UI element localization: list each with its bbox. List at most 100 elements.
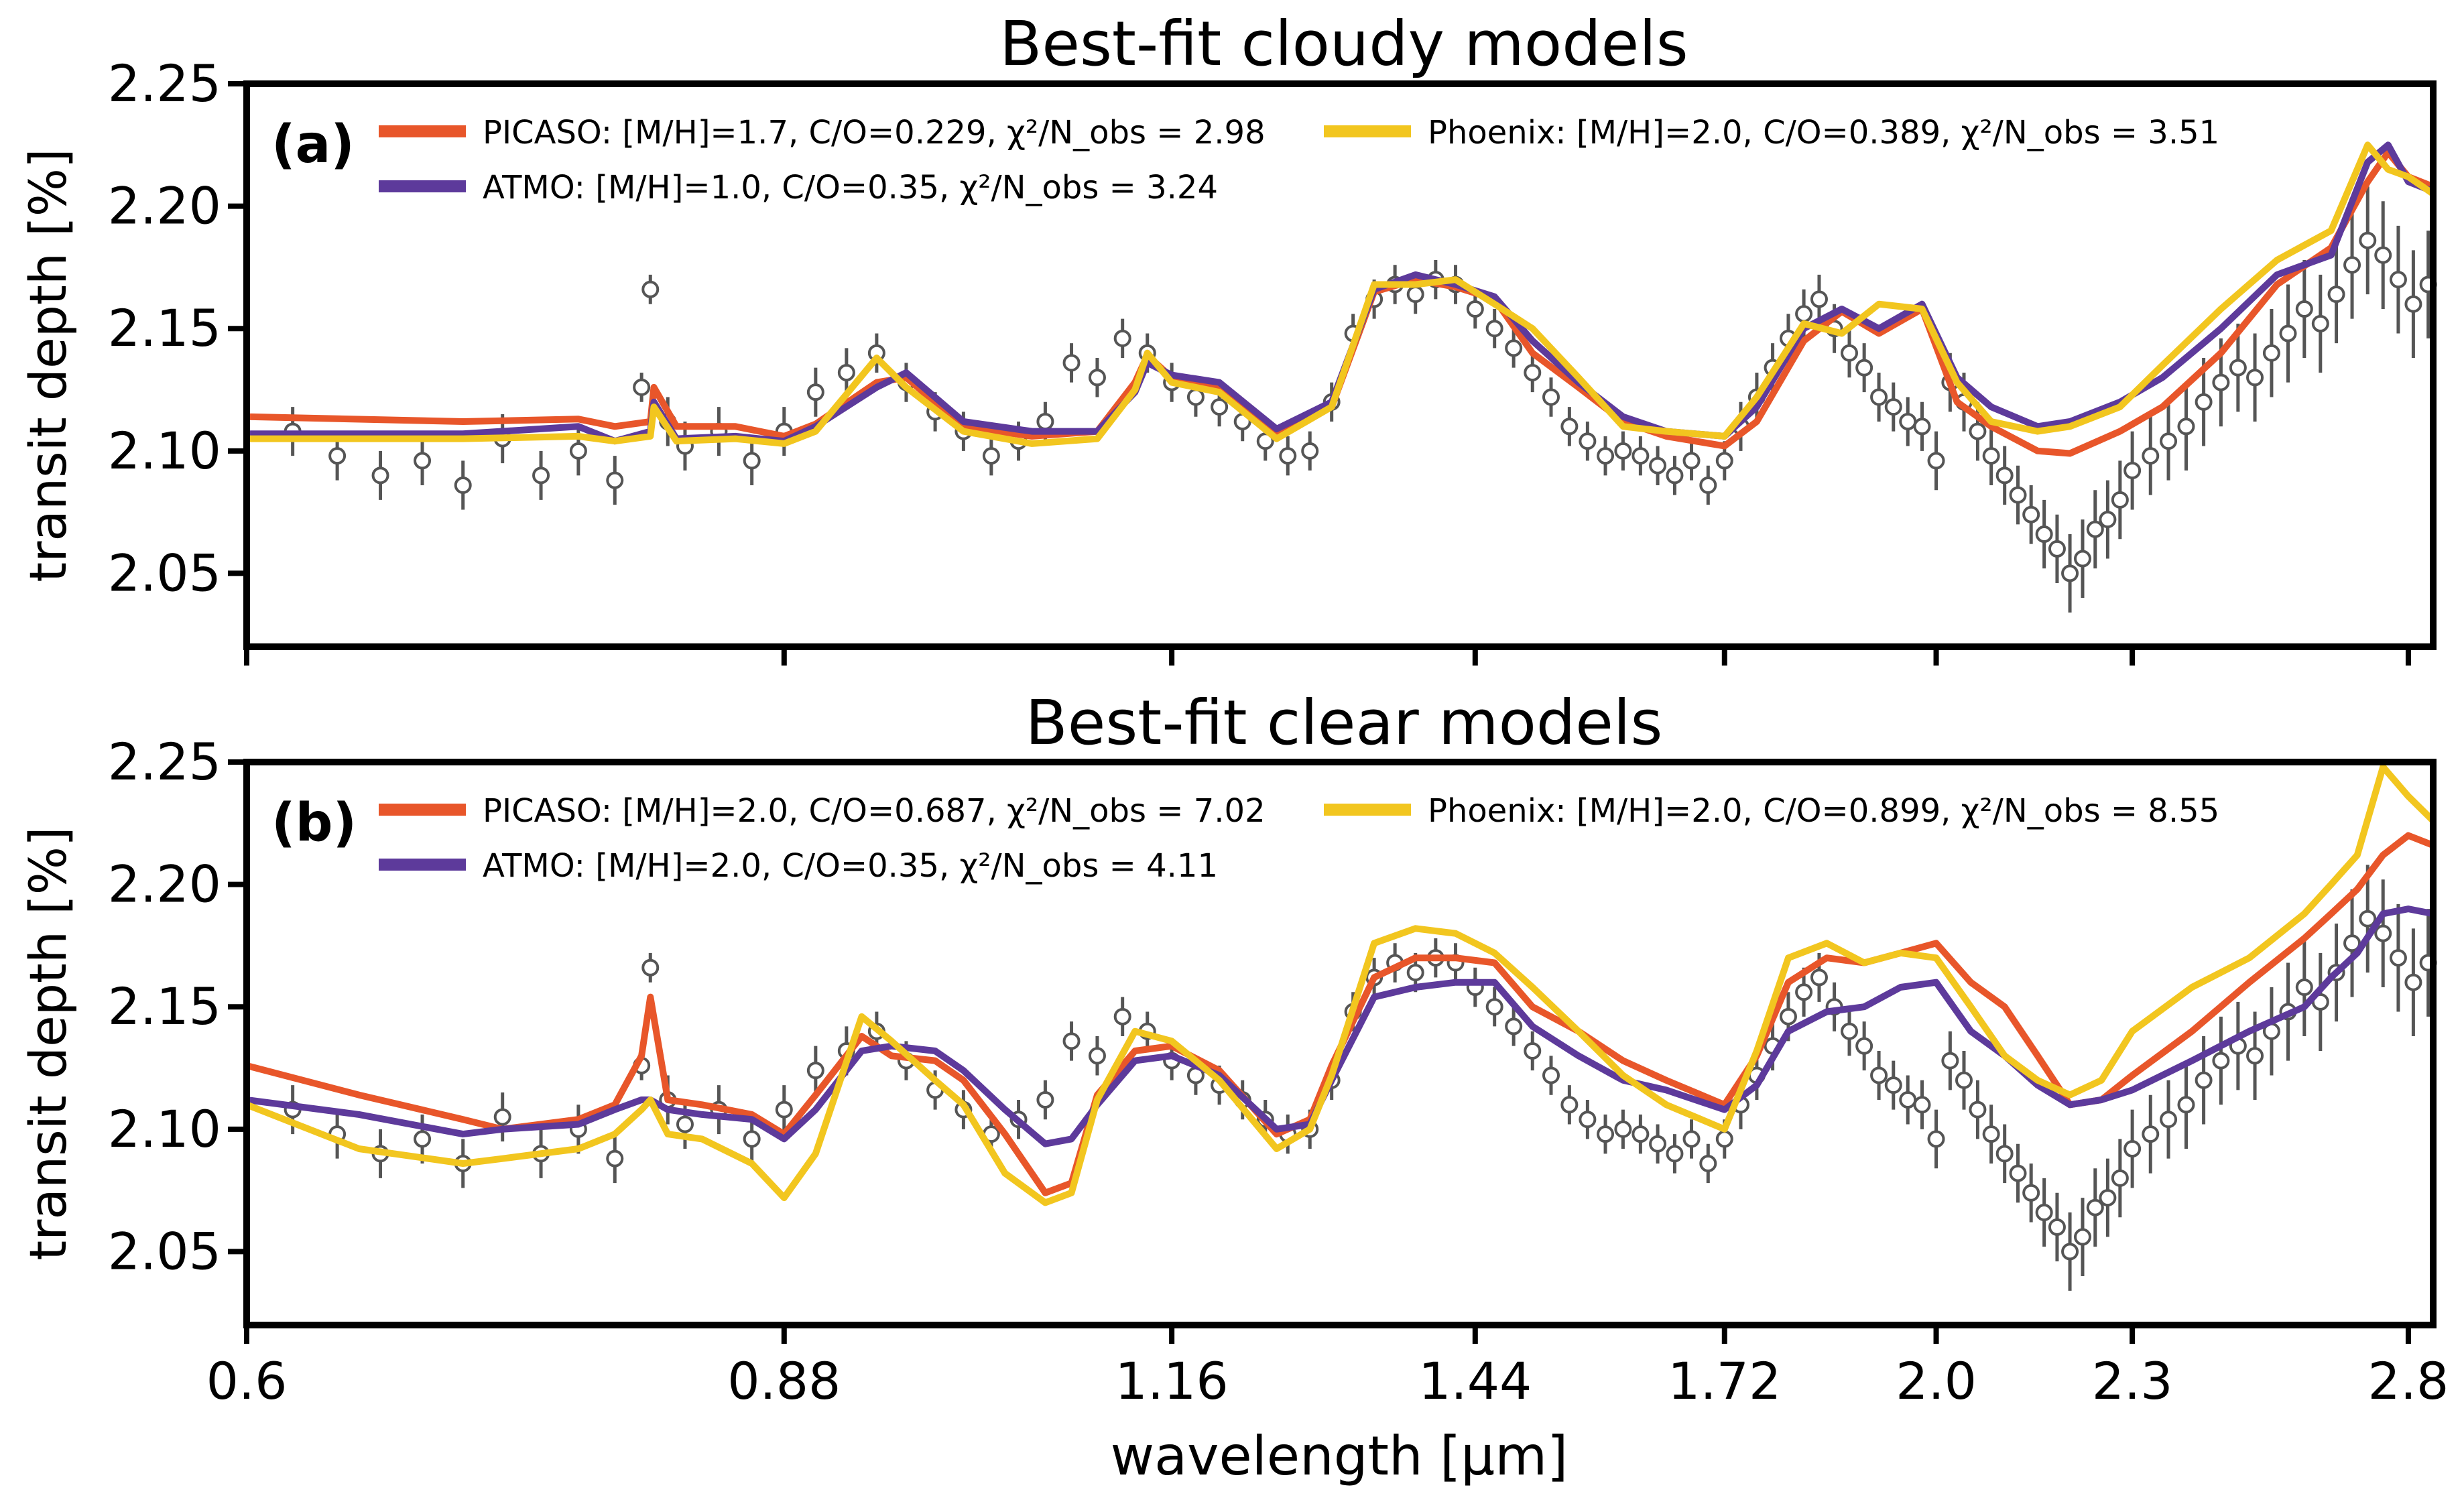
picaso-model-line	[245, 832, 2435, 1196]
data-point	[1969, 1101, 1987, 1119]
data-point	[2009, 486, 2027, 504]
data-point	[1927, 1130, 1945, 1148]
data-point	[2279, 324, 2297, 342]
data-point	[2009, 1164, 2027, 1182]
data-point	[2123, 462, 2142, 480]
data-point	[2048, 540, 2066, 558]
data-point	[982, 447, 1000, 465]
x-tick-label: 1.44	[1418, 1351, 1532, 1411]
data-point	[1466, 300, 1484, 318]
data-point	[2246, 1047, 2264, 1065]
y-tick-label: 2.05	[108, 1221, 221, 1281]
data-point	[1542, 388, 1560, 406]
data-point	[2086, 1198, 2104, 1216]
data-point	[606, 471, 624, 489]
panel-a-label: (a)	[271, 115, 355, 175]
data-point	[2048, 1218, 2066, 1236]
data-point	[2195, 393, 2213, 411]
x-tick-label: 2.0	[1896, 1351, 1977, 1411]
data-point	[1840, 1022, 1858, 1040]
data-point	[2295, 300, 2313, 318]
data-point	[2035, 525, 2053, 543]
data-point	[1884, 1076, 1902, 1094]
data-point	[1715, 452, 1733, 470]
data-point	[1899, 413, 1917, 430]
data-point	[2061, 564, 2079, 582]
data-point	[1524, 363, 1542, 381]
y-tick-label: 2.15	[108, 977, 221, 1036]
data-point	[1579, 432, 1597, 450]
panel-b: Best-fit clear models 2.052.102.152.202.…	[108, 687, 2449, 1411]
x-tick-label: 1.72	[1668, 1351, 1781, 1411]
data-point	[2212, 373, 2230, 391]
data-point	[2262, 344, 2280, 362]
data-point	[2404, 295, 2422, 313]
data-point	[2295, 979, 2313, 996]
data-point	[1542, 1066, 1560, 1084]
panel-a-frame	[243, 80, 2437, 650]
x-tick-label: 2.3	[2092, 1351, 2173, 1411]
data-point	[1186, 388, 1205, 406]
panel-b-title: Best-fit clear models	[1026, 687, 1663, 759]
y-tick-label: 2.25	[108, 54, 221, 113]
x-tick-label: 0.88	[727, 1351, 841, 1411]
data-point	[1631, 1125, 1650, 1143]
atmo-model-line	[246, 905, 2434, 1147]
y-tick-label: 2.10	[108, 421, 221, 481]
panel-a-title: Best-fit cloudy models	[999, 8, 1688, 80]
data-point	[1810, 968, 1828, 987]
atmo-legend-label: ATMO: [M/H]=2.0, C/O=0.35, χ²/N_obs = 4.…	[483, 847, 1218, 885]
panel-a-legend: PICASO: [M/H]=1.7, C/O=0.229, χ²/N_obs =…	[379, 114, 2219, 206]
data-point	[1982, 1125, 2000, 1143]
y-tick-label: 2.10	[108, 1099, 221, 1159]
phoenix-model-line	[247, 141, 2435, 447]
phoenix-legend-label: Phoenix: [M/H]=2.0, C/O=0.389, χ²/N_obs …	[1428, 114, 2219, 151]
data-point	[2022, 1184, 2040, 1202]
data-point	[1560, 1096, 1579, 1114]
data-point	[1795, 305, 1813, 323]
panel-b-legend: PICASO: [M/H]=2.0, C/O=0.687, χ²/N_obs =…	[379, 792, 2219, 885]
x-tick-label: 2.8	[2368, 1351, 2449, 1411]
data-point	[2229, 359, 2247, 377]
data-point	[1899, 1091, 1917, 1109]
panel-b-y-ticks: 2.05 2.10 2.15 2.20 2.25	[108, 732, 247, 1281]
y-tick-label: 2.25	[108, 732, 221, 792]
data-point	[1810, 290, 1828, 308]
data-point	[676, 1115, 694, 1133]
data-point	[1795, 983, 1813, 1001]
data-point	[328, 447, 347, 465]
data-point	[1855, 1037, 1873, 1055]
data-point	[2327, 286, 2345, 304]
data-point	[1560, 418, 1579, 436]
data-point	[532, 466, 550, 485]
y-axis-label-b: transit depth [%]	[18, 826, 78, 1260]
data-point	[2404, 973, 2422, 991]
data-point	[414, 1130, 432, 1148]
data-point	[1779, 1007, 1797, 1025]
data-point	[1062, 354, 1081, 372]
data-point	[1699, 1154, 1717, 1172]
data-point	[371, 466, 389, 485]
data-point	[1682, 1130, 1701, 1148]
picaso-legend-label: PICASO: [M/H]=2.0, C/O=0.687, χ²/N_obs =…	[483, 792, 1266, 830]
data-point	[454, 476, 472, 494]
data-point	[1969, 422, 1987, 440]
data-point	[837, 363, 855, 381]
data-point	[1211, 398, 1229, 416]
data-point	[2177, 1096, 2195, 1114]
panel-b-label: (b)	[271, 793, 357, 853]
data-point	[2160, 432, 2178, 450]
data-point	[1088, 369, 1106, 387]
y-tick-label: 2.20	[108, 176, 221, 236]
data-point	[743, 1130, 761, 1148]
data-point	[2374, 246, 2392, 264]
data-point	[1485, 998, 1503, 1016]
data-point	[641, 958, 660, 977]
data-point	[1870, 388, 1888, 406]
data-point	[2374, 924, 2392, 942]
data-point	[1941, 1052, 1959, 1070]
data-point	[1884, 398, 1902, 416]
data-point	[1982, 447, 2000, 465]
data-point	[1666, 1145, 1684, 1163]
data-point	[1036, 413, 1054, 430]
